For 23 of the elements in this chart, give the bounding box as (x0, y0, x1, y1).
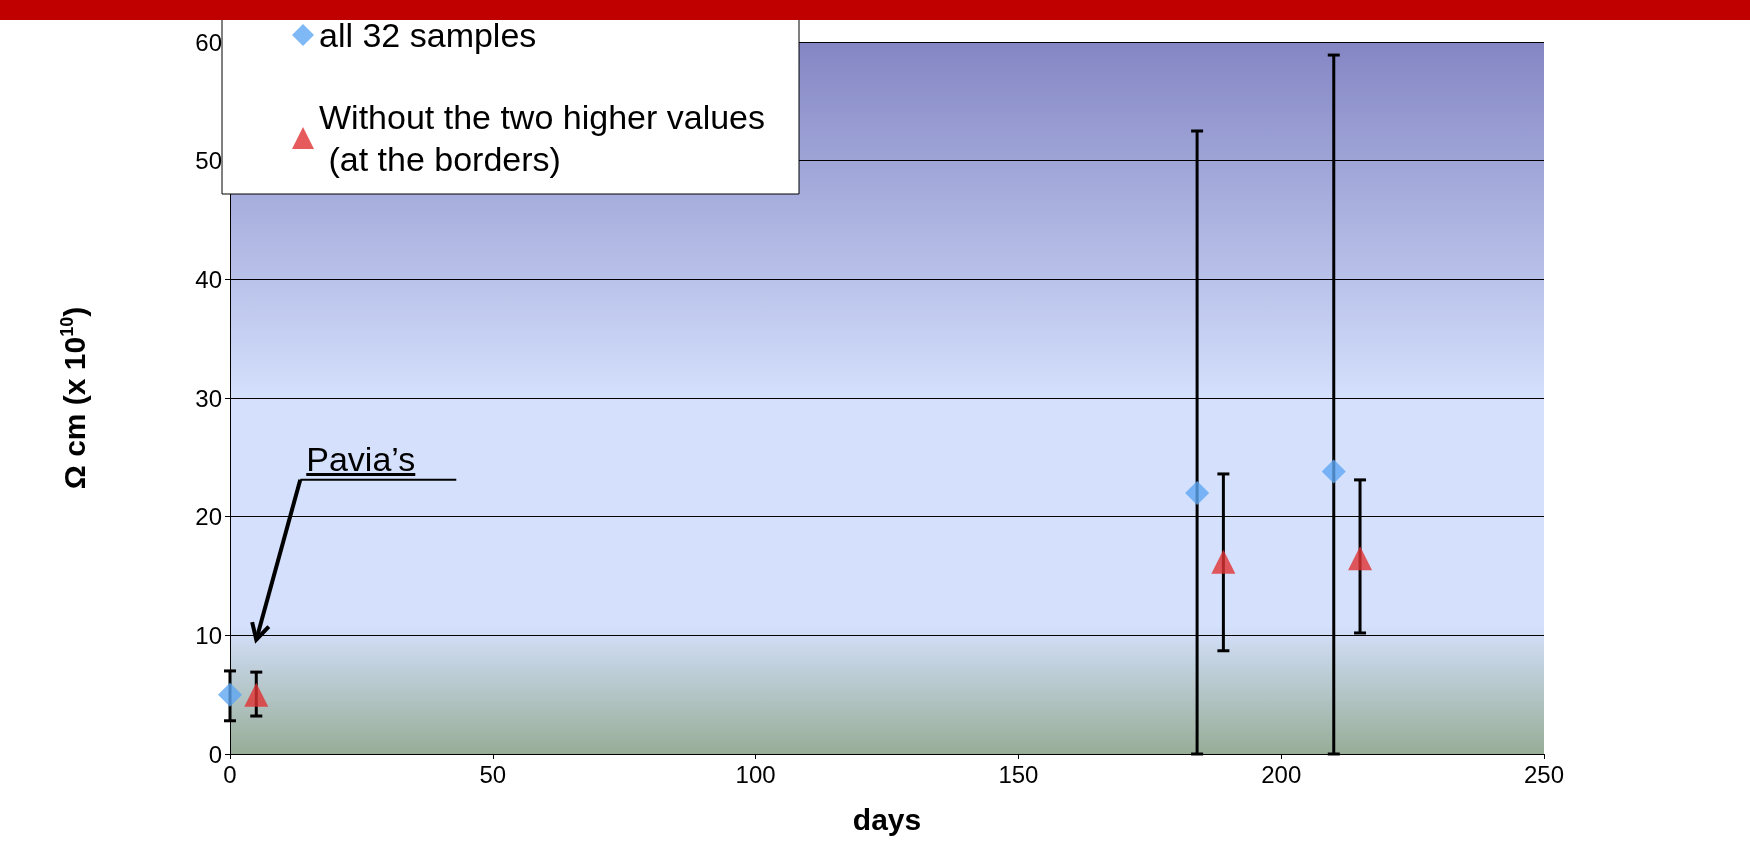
x-tick-label: 150 (998, 760, 1039, 788)
point (1211, 549, 1236, 574)
y-tick-label: 60 (195, 28, 222, 56)
legend-label: all 32 samples (319, 16, 537, 54)
y-tick-label: 20 (195, 503, 222, 531)
point (1185, 480, 1210, 505)
x-tick-label: 250 (1523, 760, 1565, 788)
y-tick-label: 40 (195, 265, 222, 293)
y-tick-label: 30 (195, 384, 222, 412)
point (1348, 546, 1373, 571)
legend-label: Without the two higher values (at the borders) (319, 98, 766, 178)
y-tick-label: 50 (195, 147, 222, 175)
y-axis-title: Ω cm (x 1010) (57, 306, 91, 490)
annotation: Pavia’s (306, 439, 416, 479)
y-tick-label: 10 (195, 621, 222, 649)
point (218, 682, 242, 707)
point (244, 682, 269, 707)
x-tick-label: 50 (479, 760, 507, 788)
point (1321, 459, 1346, 484)
x-axis-title: days (852, 802, 922, 836)
x-tick-label: 200 (1261, 760, 1302, 788)
x-tick-label: 100 (735, 760, 776, 788)
y-tick-label: 0 (208, 740, 222, 768)
